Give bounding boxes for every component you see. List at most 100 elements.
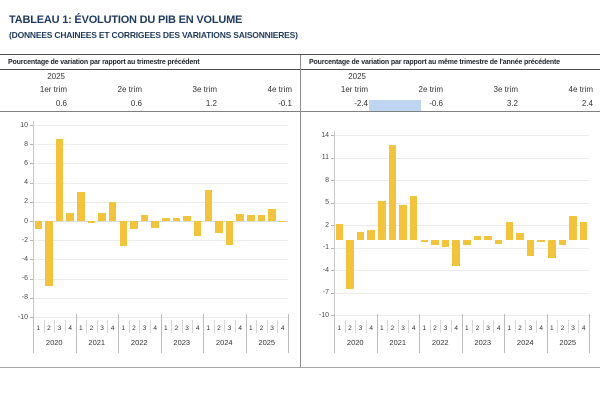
qoq-value-3e-trim: 1.2 [205,98,217,108]
x-label-2024-q3: 3 [528,325,533,332]
x-year-2024: 2024 [215,338,233,347]
x-label-2021-q1: 1 [79,325,83,332]
bar-2024-q4[interactable] [537,240,545,243]
x-label-2020-q4: 4 [68,325,72,332]
y-tickmark-11 [331,157,334,159]
qoq-value-4e-trim: -0.1 [278,98,292,108]
bar-2020-q2[interactable] [346,240,354,289]
gridline--6 [33,278,288,280]
bar-2022-q1[interactable] [119,221,128,246]
year-separator [75,314,77,353]
y-tick-label-5: 5 [325,199,329,206]
empty-cell [518,70,593,83]
bar-2024-q3[interactable] [225,221,234,245]
bar-2024-q1[interactable] [204,190,213,221]
bar-2020-q4[interactable] [66,213,74,221]
bar-2024-q2[interactable] [516,232,524,240]
bar-2021-q3[interactable] [98,213,106,221]
chart-yoy: 14 11 8 5 2 -1 -4 -7 -10 1 2 3 4 1 2 3 4 1 2 3 4 1 2 3 4 1 2 3 4 1 2 3 4… [301,55,600,367]
bar-2021-q3[interactable] [399,204,407,240]
panel-yoy-header: Pourcentage de variation par rapport au … [301,55,600,70]
gridline-8 [33,144,288,146]
bar-2021-q2[interactable] [388,144,397,240]
gridline-6 [33,163,288,165]
bar-2023-q1[interactable] [463,240,471,246]
bar-2022-q2[interactable] [130,221,138,229]
bar-2021-q1[interactable] [77,192,85,221]
bar-2021-q1[interactable] [378,201,386,240]
gridline--8 [33,297,288,299]
y-tickmark-4 [30,182,33,184]
bar-2023-q2[interactable] [172,218,181,221]
bar-2022-q3[interactable] [441,240,450,247]
bar-2025-q4[interactable] [278,221,287,222]
bar-2022-q4[interactable] [452,240,460,266]
quarter-separator [266,320,268,333]
x-year-2025: 2025 [258,338,276,347]
panel-qoq: Pourcentage de variation par rapport au … [0,55,300,367]
quarter-separator [344,320,346,333]
bar-2023-q3[interactable] [484,235,492,240]
bar-2025-q3[interactable] [268,209,276,221]
bar-2025-q1[interactable] [548,240,556,258]
bar-2023-q4[interactable] [494,240,503,244]
x-label-2025-q3: 3 [571,325,575,332]
bar-2021-q4[interactable] [409,195,418,240]
chart-qoq: 10 8 6 4 2 0 -2 -4 -6 -8 -10 1 2 3 4 1 2 3 4 1 2 3 4 1 2 3 4 1 2 3 4 1 2… [0,55,300,367]
gridline-4 [33,182,288,184]
x-label-2020-q2: 2 [348,325,352,332]
quarter-separator [355,320,357,333]
bar-2020-q4[interactable] [367,230,375,240]
y-tickmark-14 [331,135,334,136]
panel-yoy: Pourcentage de variation par rapport au … [300,55,600,367]
bar-2023-q1[interactable] [162,218,170,221]
bar-2020-q1[interactable] [34,221,43,229]
bar-2022-q3[interactable] [140,215,149,221]
bar-2022-q2[interactable] [431,240,439,246]
y-tick-label--6: -6 [21,275,28,283]
bar-2024-q4[interactable] [236,214,244,221]
x-label-2021-q1: 1 [380,325,384,332]
quarter-separator [149,320,151,333]
qoq-col-2e-trim: 2e trim [117,85,142,94]
x-label-2022-q3: 3 [142,325,147,332]
bar-2024-q3[interactable] [526,240,535,256]
quarter-separator [493,320,495,333]
x-label-2023-q4: 4 [195,325,200,332]
bar-2023-q4[interactable] [193,221,202,237]
bar-2022-q1[interactable] [420,240,429,242]
x-year-2024: 2024 [516,338,534,347]
bar-2025-q1[interactable] [247,215,255,221]
panel-qoq-header: Pourcentage de variation par rapport au … [0,55,300,70]
panels-container: Pourcentage de variation par rapport au … [0,54,600,368]
bar-2024-q2[interactable] [215,221,223,234]
bar-2021-q4[interactable] [108,201,117,221]
bar-2025-q3[interactable] [569,216,577,240]
year-separator [245,314,247,353]
bar-2025-q2[interactable] [257,215,266,221]
bar-2023-q3[interactable] [183,216,191,221]
quarter-separator [472,320,474,333]
x-label-2022-q2: 2 [132,325,136,332]
bar-2022-q4[interactable] [151,221,159,228]
x-label-2021-q3: 3 [401,325,405,332]
bar-2020-q3[interactable] [356,231,365,240]
bar-2020-q3[interactable] [55,139,64,221]
x-label-2024-q2: 2 [217,325,221,332]
bar-2021-q2[interactable] [87,221,96,223]
y-tick-label--8: -8 [21,294,28,302]
x-label-2024-q2: 2 [518,325,522,332]
bar-2023-q2[interactable] [473,235,482,240]
bar-2024-q1[interactable] [505,222,514,240]
bar-2025-q2[interactable] [558,240,567,245]
year-separator [589,314,590,353]
quarter-separator [234,320,236,333]
bar-2025-q4[interactable] [579,222,588,240]
quarter-separator [567,320,569,333]
quarter-separator [128,320,130,333]
quarter-separator [440,320,442,333]
x-label-2024-q3: 3 [227,325,232,332]
bar-2020-q2[interactable] [45,221,53,287]
yoy-value-1er-trim: -2.4 [354,98,368,108]
bar-2020-q1[interactable] [335,224,344,240]
